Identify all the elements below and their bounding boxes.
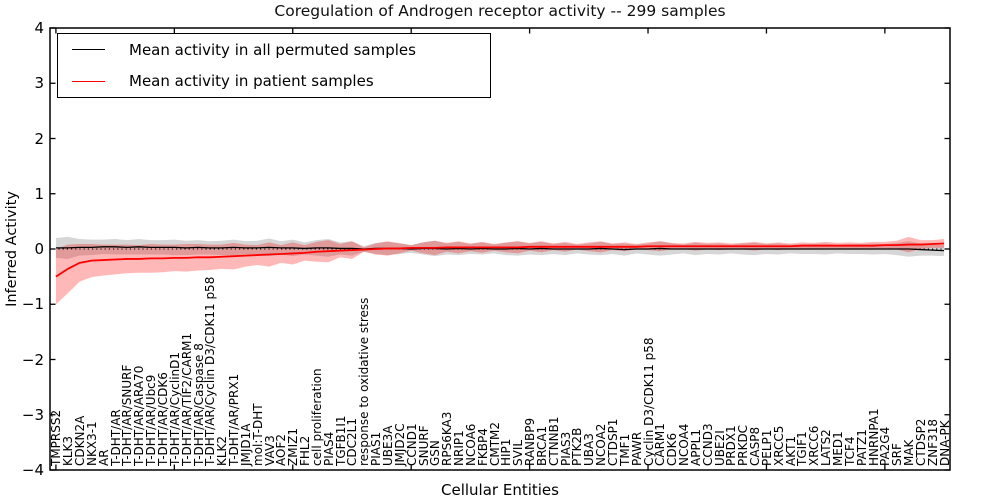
legend-line-patient-icon (72, 80, 105, 82)
y-tick-label: 2 (34, 129, 44, 148)
x-axis-label: Cellular Entities (441, 481, 559, 499)
x-tick-label: ZNF318 (925, 418, 940, 466)
y-tick-label: −4 (21, 461, 44, 479)
series-line-patient (55, 242, 945, 278)
y-tick-label: 0 (34, 240, 44, 258)
y-tick-label: 1 (34, 184, 44, 203)
y-tick-label: −3 (21, 405, 44, 424)
x-tick-label: DNA-PK (937, 420, 952, 466)
legend: Mean activity in all permuted samples Me… (57, 33, 491, 98)
x-tick-label: PIAS4 (321, 431, 336, 466)
series-line-permuted (55, 246, 945, 252)
legend-item-permuted: Mean activity in all permuted samples (58, 41, 490, 59)
y-tick-label: 3 (34, 74, 44, 93)
x-tick-label: CTNNB1 (546, 416, 561, 466)
x-tick-label: CCND3 (700, 423, 715, 466)
x-tick-label: AR (96, 449, 111, 466)
y-tick-label: −2 (21, 350, 44, 369)
chart-title: Coregulation of Androgen receptor activi… (274, 2, 726, 20)
x-tick-label: CCND1 (404, 423, 419, 466)
x-tick-label: XRCC5 (771, 425, 786, 466)
legend-item-patient: Mean activity in patient samples (58, 72, 490, 90)
y-tick-label: −1 (21, 295, 44, 314)
y-tick-label: 4 (34, 19, 44, 37)
x-tick-label: PATZ1 (854, 429, 869, 466)
x-tick-label: PAWR (629, 431, 644, 466)
x-tick-label: mol:T-DHT (250, 403, 265, 466)
x-tick-label: FKBP4 (475, 428, 490, 466)
x-tick-label: T-DHT/AR/TIF2/CARM1 (179, 332, 194, 466)
legend-label-permuted: Mean activity in all permuted samples (129, 40, 416, 59)
legend-label-patient: Mean activity in patient samples (129, 72, 374, 91)
legend-line-permuted-icon (72, 49, 105, 51)
